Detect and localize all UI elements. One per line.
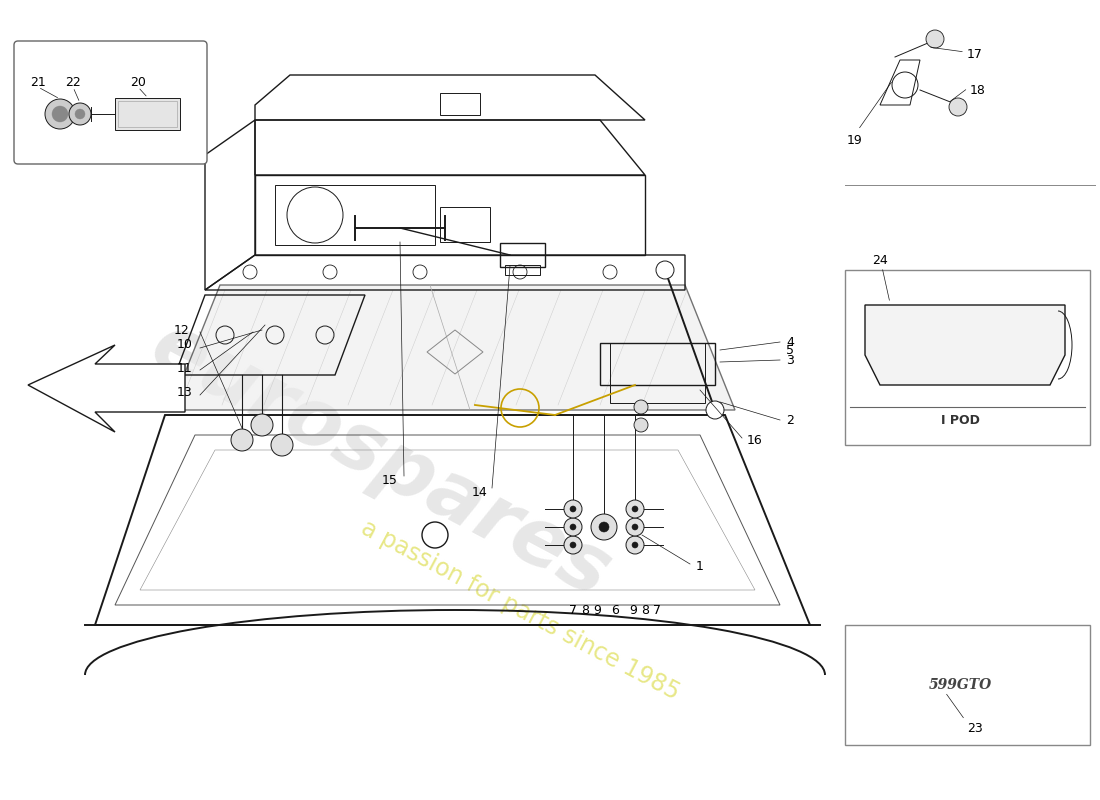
Text: 9: 9 bbox=[593, 603, 601, 617]
Text: 9: 9 bbox=[629, 603, 637, 617]
Circle shape bbox=[231, 429, 253, 451]
Text: 1: 1 bbox=[696, 561, 704, 574]
Text: 17: 17 bbox=[967, 49, 983, 62]
FancyBboxPatch shape bbox=[14, 41, 207, 164]
Text: 16: 16 bbox=[747, 434, 763, 446]
Circle shape bbox=[706, 401, 724, 419]
Text: 8: 8 bbox=[581, 603, 589, 617]
Text: 13: 13 bbox=[177, 386, 192, 398]
Bar bbox=[440, 93, 480, 115]
Text: 4: 4 bbox=[786, 335, 794, 349]
Bar bbox=[845, 625, 1090, 745]
Text: 3: 3 bbox=[786, 354, 794, 366]
Text: 6: 6 bbox=[612, 603, 619, 617]
Text: 20: 20 bbox=[130, 75, 146, 89]
Text: 5: 5 bbox=[786, 345, 794, 358]
Circle shape bbox=[69, 103, 91, 125]
Text: 10: 10 bbox=[177, 338, 192, 351]
Bar bbox=[118, 101, 177, 127]
Circle shape bbox=[564, 500, 582, 518]
Circle shape bbox=[600, 522, 609, 532]
Circle shape bbox=[626, 518, 644, 536]
Circle shape bbox=[632, 506, 638, 512]
Circle shape bbox=[564, 518, 582, 536]
Bar bbox=[845, 270, 1090, 445]
Circle shape bbox=[632, 524, 638, 530]
Polygon shape bbox=[170, 285, 735, 410]
Bar bbox=[600, 343, 715, 385]
Text: 21: 21 bbox=[30, 75, 46, 89]
Circle shape bbox=[45, 99, 75, 129]
Text: a passion for parts since 1985: a passion for parts since 1985 bbox=[356, 515, 683, 705]
Text: 11: 11 bbox=[177, 362, 192, 374]
Circle shape bbox=[591, 514, 617, 540]
Text: 8: 8 bbox=[641, 603, 649, 617]
Text: eurospares: eurospares bbox=[138, 306, 623, 614]
Text: 23: 23 bbox=[967, 722, 983, 734]
Text: 2: 2 bbox=[786, 414, 794, 426]
Text: I POD: I POD bbox=[940, 414, 979, 426]
Circle shape bbox=[626, 536, 644, 554]
Circle shape bbox=[634, 400, 648, 414]
Circle shape bbox=[570, 506, 576, 512]
Polygon shape bbox=[28, 345, 185, 432]
Circle shape bbox=[626, 500, 644, 518]
Circle shape bbox=[75, 109, 85, 119]
Text: 18: 18 bbox=[970, 83, 986, 97]
Text: 7: 7 bbox=[653, 603, 661, 617]
Bar bbox=[505, 265, 540, 275]
Circle shape bbox=[949, 98, 967, 116]
Text: 7: 7 bbox=[569, 603, 578, 617]
Bar bbox=[500, 243, 544, 267]
Text: 14: 14 bbox=[472, 486, 488, 498]
Circle shape bbox=[271, 434, 293, 456]
Circle shape bbox=[564, 536, 582, 554]
Text: 22: 22 bbox=[65, 75, 81, 89]
Bar bbox=[275, 185, 434, 245]
Text: 24: 24 bbox=[872, 254, 888, 266]
Circle shape bbox=[656, 261, 674, 279]
Text: 599GTO: 599GTO bbox=[928, 678, 991, 692]
Bar bbox=[440, 207, 490, 242]
Text: 15: 15 bbox=[382, 474, 398, 486]
Text: 12: 12 bbox=[174, 323, 190, 337]
Circle shape bbox=[251, 414, 273, 436]
Circle shape bbox=[570, 524, 576, 530]
Circle shape bbox=[926, 30, 944, 48]
Polygon shape bbox=[865, 305, 1065, 385]
Circle shape bbox=[570, 542, 576, 548]
Circle shape bbox=[52, 106, 68, 122]
Text: 19: 19 bbox=[847, 134, 862, 146]
Bar bbox=[116, 98, 180, 130]
Circle shape bbox=[632, 542, 638, 548]
Bar bbox=[610, 343, 705, 403]
Circle shape bbox=[634, 418, 648, 432]
